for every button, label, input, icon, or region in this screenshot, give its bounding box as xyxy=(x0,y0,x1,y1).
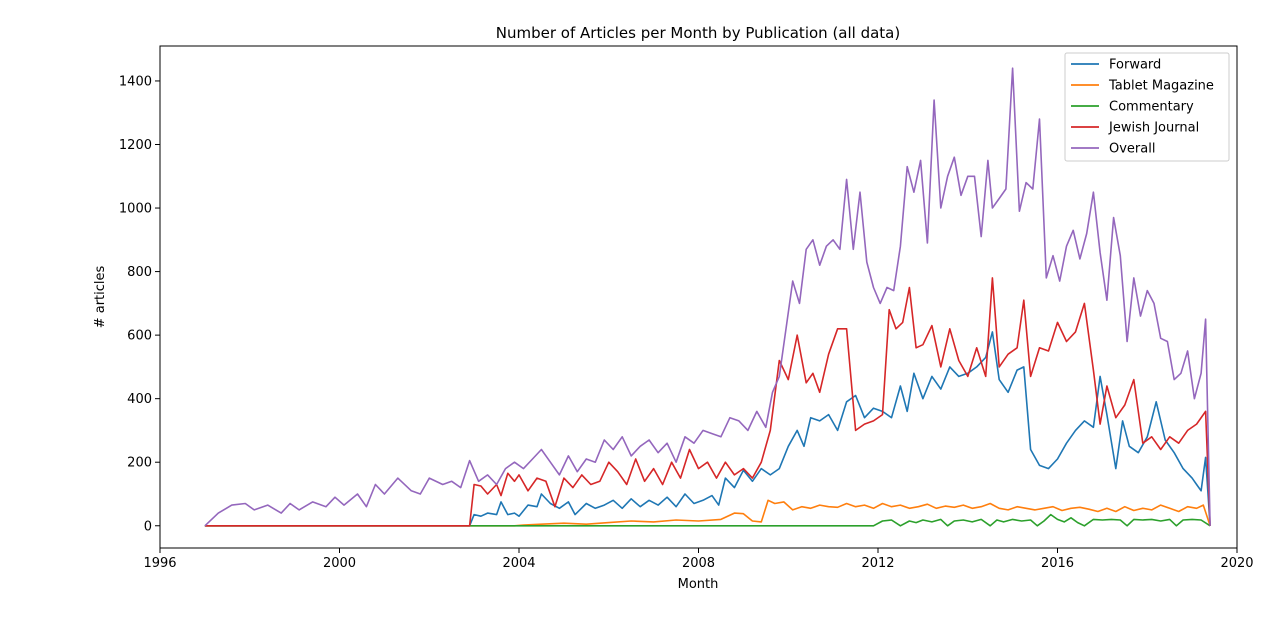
series-line-0 xyxy=(204,331,1211,527)
x-axis-label: Month xyxy=(678,577,719,592)
legend-label-1: Tablet Magazine xyxy=(1108,79,1214,94)
x-tick-label-1: 2000 xyxy=(323,556,356,571)
y-tick-label-0: 0 xyxy=(144,519,152,534)
legend-label-0: Forward xyxy=(1109,58,1161,73)
x-tick-label-5: 2016 xyxy=(1041,556,1074,571)
x-tick-label-6: 2020 xyxy=(1220,556,1253,571)
chart-title: Number of Articles per Month by Publicat… xyxy=(496,24,900,42)
legend-box xyxy=(1064,52,1230,162)
x-axis: 1996 2000 2004 2008 2012 2016 2020 xyxy=(143,548,1254,571)
series-layer xyxy=(204,67,1211,527)
x-tick-label-2: 2004 xyxy=(502,556,535,571)
y-tick-label-5: 1000 xyxy=(119,202,152,217)
y-tick-label-7: 1400 xyxy=(119,74,152,89)
series-line-4 xyxy=(204,67,1211,527)
series-line-2 xyxy=(204,513,1211,527)
y-tick-label-6: 1200 xyxy=(119,138,152,153)
x-tick-label-4: 2012 xyxy=(861,556,894,571)
plot-background xyxy=(160,46,1237,548)
legend-label-3: Jewish Journal xyxy=(1108,121,1199,136)
y-axis: 0 200 400 600 800 1000 1200 1400 xyxy=(119,74,160,534)
y-tick-label-2: 400 xyxy=(127,392,152,407)
series-line-1 xyxy=(204,499,1211,527)
legend: Forward Tablet Magazine Commentary Jewish J… xyxy=(1064,52,1230,162)
y-tick-label-1: 200 xyxy=(127,456,152,471)
x-tick-label-0: 1996 xyxy=(143,556,176,571)
y-tick-label-3: 600 xyxy=(127,329,152,344)
x-tick-label-3: 2008 xyxy=(682,556,715,571)
legend-label-4: Overall xyxy=(1109,142,1155,157)
y-tick-label-4: 800 xyxy=(127,265,152,280)
legend-label-2: Commentary xyxy=(1109,100,1194,115)
y-axis-label: # articles xyxy=(93,265,108,328)
series-line-3 xyxy=(204,277,1211,527)
plot-frame xyxy=(159,45,1238,549)
